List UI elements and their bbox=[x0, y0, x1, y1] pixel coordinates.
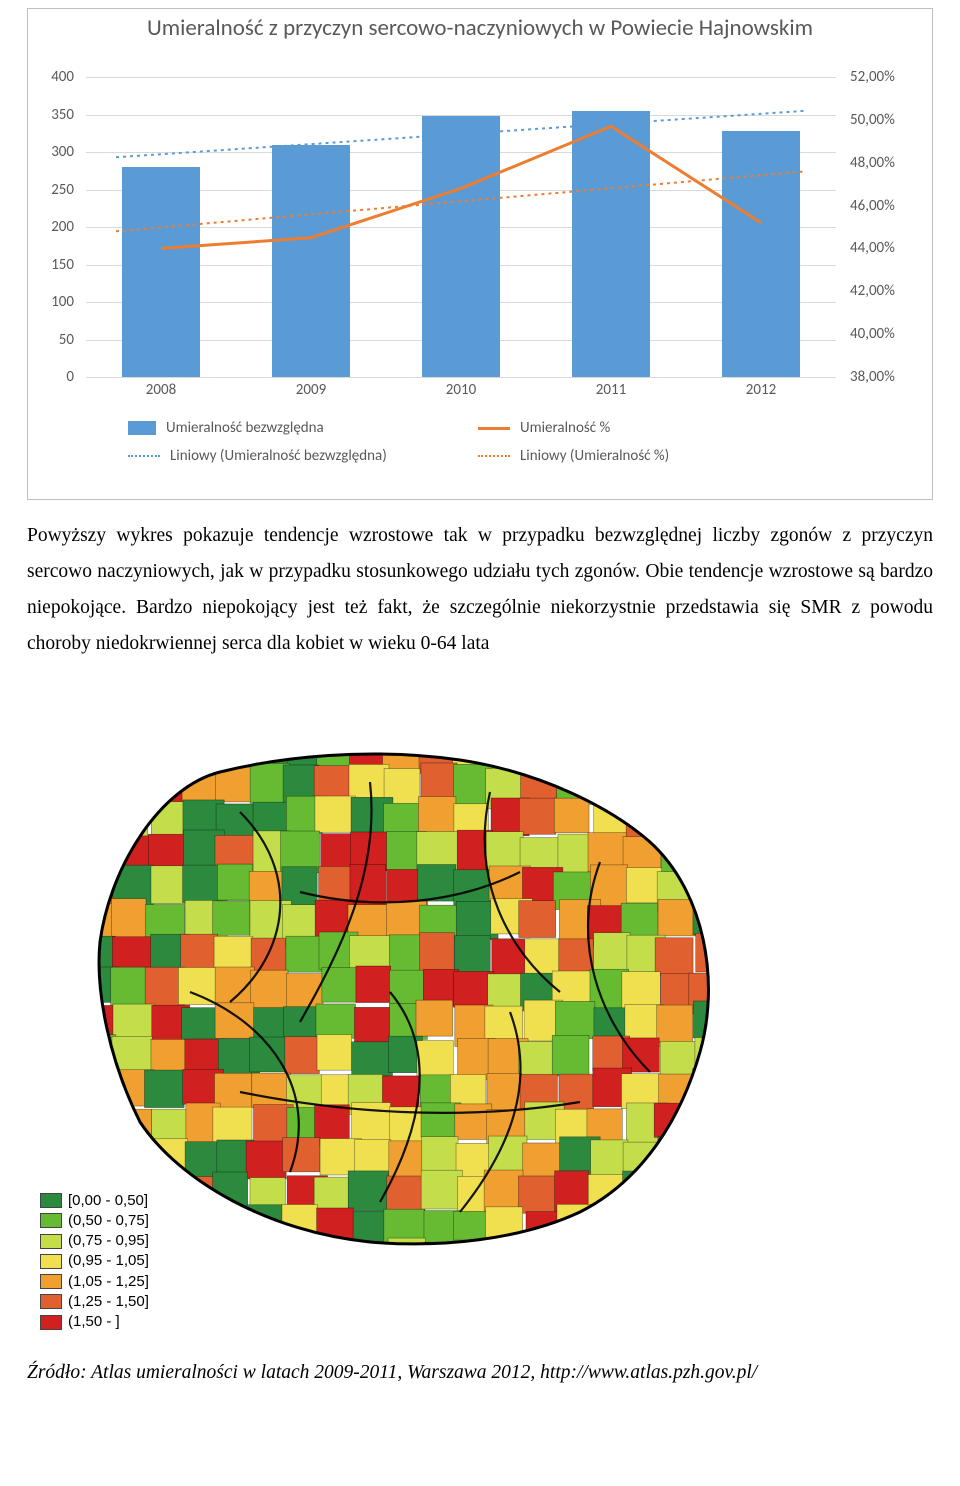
y-left-tick: 100 bbox=[28, 293, 74, 311]
map-legend-label: (0,95 - 1,05] bbox=[68, 1251, 149, 1271]
legend-item-trend-line: Liniowy (Umieralność %) bbox=[478, 447, 828, 465]
legend-label-trend-bars: Liniowy (Umieralność bezwzględna) bbox=[170, 447, 387, 465]
y-left-tick: 0 bbox=[28, 368, 74, 386]
x-label: 2010 bbox=[421, 381, 501, 399]
map-legend-label: (1,50 - ] bbox=[68, 1312, 120, 1332]
y-right-tick: 44,00% bbox=[850, 239, 895, 257]
map-legend-swatch bbox=[40, 1213, 62, 1228]
legend-item-line: Umieralność % bbox=[478, 419, 828, 437]
map-legend-label: (0,75 - 0,95] bbox=[68, 1231, 149, 1251]
plot-area bbox=[86, 77, 836, 377]
y-left-tick: 350 bbox=[28, 106, 74, 124]
map-legend-row: (0,50 - 0,75] bbox=[40, 1211, 149, 1231]
map-legend-row: (0,75 - 0,95] bbox=[40, 1231, 149, 1251]
legend-swatch-trend-bars bbox=[128, 455, 160, 457]
poland-smr-map: [0,00 - 0,50](0,50 - 0,75](0,75 - 0,95](… bbox=[40, 692, 800, 1332]
y-left-tick: 300 bbox=[28, 143, 74, 161]
legend-label-bars: Umieralność bezwzględna bbox=[166, 419, 324, 437]
y-left-tick: 250 bbox=[28, 181, 74, 199]
map-legend: [0,00 - 0,50](0,50 - 0,75](0,75 - 0,95](… bbox=[40, 1191, 149, 1333]
legend-label-line: Umieralność % bbox=[520, 419, 610, 437]
map-legend-row: (1,25 - 1,50] bbox=[40, 1292, 149, 1312]
y-right-tick: 52,00% bbox=[850, 68, 895, 86]
x-axis-labels: 2008 2009 2010 2011 2012 bbox=[86, 381, 836, 405]
map-legend-row: (1,50 - ] bbox=[40, 1312, 149, 1332]
map-legend-label: [0,00 - 0,50] bbox=[68, 1191, 148, 1211]
body-paragraph: Powyższy wykres pokazuje tendencje wzros… bbox=[27, 518, 933, 662]
map-legend-swatch bbox=[40, 1254, 62, 1269]
y-right-tick: 42,00% bbox=[850, 282, 895, 300]
y-right-tick: 38,00% bbox=[850, 368, 895, 386]
legend-swatch-line bbox=[478, 427, 510, 430]
x-label: 2008 bbox=[121, 381, 201, 399]
bar bbox=[122, 167, 200, 377]
legend-label-trend-line: Liniowy (Umieralność %) bbox=[520, 447, 669, 465]
y-axis-right: 38,00%40,00%42,00%44,00%46,00%48,00%50,0… bbox=[840, 77, 930, 377]
map-legend-swatch bbox=[40, 1294, 62, 1309]
legend-item-trend-bars: Liniowy (Umieralność bezwzględna) bbox=[128, 447, 478, 465]
bar bbox=[272, 145, 350, 378]
y-right-tick: 40,00% bbox=[850, 325, 895, 343]
map-legend-swatch bbox=[40, 1234, 62, 1249]
map-legend-swatch bbox=[40, 1315, 62, 1330]
bar bbox=[572, 111, 650, 377]
map-legend-label: (1,25 - 1,50] bbox=[68, 1292, 149, 1312]
map-legend-swatch bbox=[40, 1274, 62, 1289]
bar bbox=[422, 116, 500, 377]
mortality-chart: Umieralność z przyczyn sercowo-naczyniow… bbox=[27, 8, 933, 500]
x-label: 2012 bbox=[721, 381, 801, 399]
y-left-tick: 200 bbox=[28, 218, 74, 236]
legend-swatch-bars bbox=[128, 421, 156, 435]
y-axis-left: 050100150200250300350400 bbox=[28, 77, 80, 377]
y-left-tick: 150 bbox=[28, 256, 74, 274]
y-right-tick: 50,00% bbox=[850, 111, 895, 129]
y-right-tick: 48,00% bbox=[850, 154, 895, 172]
bar bbox=[722, 131, 800, 377]
map-legend-label: (1,05 - 1,25] bbox=[68, 1272, 149, 1292]
map-legend-swatch bbox=[40, 1193, 62, 1208]
y-left-tick: 400 bbox=[28, 68, 74, 86]
chart-title: Umieralność z przyczyn sercowo-naczyniow… bbox=[28, 9, 932, 43]
y-right-tick: 46,00% bbox=[850, 197, 895, 215]
source-citation: Źródło: Atlas umieralności w latach 2009… bbox=[27, 1362, 933, 1384]
x-label: 2009 bbox=[271, 381, 351, 399]
map-legend-row: (1,05 - 1,25] bbox=[40, 1272, 149, 1292]
map-legend-row: (0,95 - 1,05] bbox=[40, 1251, 149, 1271]
y-left-tick: 50 bbox=[28, 331, 74, 349]
legend-swatch-trend-line bbox=[478, 455, 510, 457]
chart-legend: Umieralność bezwzględna Umieralność % Li… bbox=[128, 419, 828, 489]
x-label: 2011 bbox=[571, 381, 651, 399]
map-legend-row: [0,00 - 0,50] bbox=[40, 1191, 149, 1211]
map-svg bbox=[40, 692, 760, 1272]
map-legend-label: (0,50 - 0,75] bbox=[68, 1211, 149, 1231]
legend-item-bars: Umieralność bezwzględna bbox=[128, 419, 478, 437]
